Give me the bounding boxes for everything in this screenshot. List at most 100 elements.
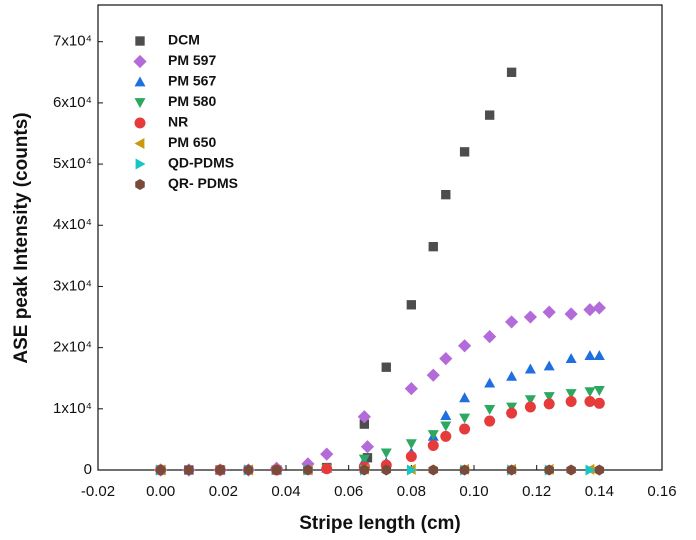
point <box>459 464 470 476</box>
point <box>583 303 597 317</box>
point <box>594 464 605 476</box>
point <box>484 405 496 415</box>
point <box>358 454 370 465</box>
legend-marker <box>135 179 145 190</box>
y-tick-label: 6x10⁴ <box>53 94 92 111</box>
point <box>243 464 254 476</box>
y-tick-label: 5x10⁴ <box>53 155 92 172</box>
point <box>440 421 452 432</box>
point <box>458 339 472 353</box>
point <box>428 242 438 252</box>
point <box>184 464 194 476</box>
point <box>427 430 439 441</box>
y-tick-label: 3x10⁴ <box>53 277 92 294</box>
point <box>506 407 518 419</box>
legend-marker <box>135 158 146 170</box>
legend-label: PM 650 <box>168 134 216 150</box>
point <box>428 464 439 476</box>
point <box>405 451 417 463</box>
x-tick-label: 0.16 <box>647 483 676 500</box>
point <box>543 360 555 371</box>
point <box>566 464 576 476</box>
point <box>155 464 166 476</box>
point <box>506 370 518 381</box>
point <box>483 330 497 344</box>
y-tick-label: 4x10⁴ <box>53 216 92 233</box>
x-tick-label: 0.12 <box>522 483 551 500</box>
point <box>506 67 517 77</box>
point <box>459 423 471 435</box>
legend-label: PM 580 <box>168 93 216 109</box>
point <box>565 389 577 400</box>
point <box>506 464 517 476</box>
point <box>380 448 392 459</box>
x-tick-label: 0.04 <box>271 483 300 500</box>
x-tick-label: -0.02 <box>81 483 115 500</box>
point <box>360 440 375 454</box>
legend-marker <box>133 54 147 69</box>
point <box>406 464 417 476</box>
legend-label: QR- PDMS <box>168 175 238 191</box>
point <box>404 382 418 396</box>
legend-marker <box>134 138 145 149</box>
legend-label: PM 567 <box>168 73 216 89</box>
legend-label: DCM <box>168 32 200 48</box>
point <box>321 463 333 475</box>
point <box>427 440 439 452</box>
y-tick-label: 7x10⁴ <box>53 33 92 50</box>
point <box>544 464 554 476</box>
point <box>459 147 470 157</box>
x-tick-label: 0.10 <box>459 483 488 500</box>
point <box>592 301 606 315</box>
x-tick-label: 0.00 <box>146 483 175 500</box>
point <box>505 315 519 329</box>
point <box>440 430 452 442</box>
x-tick-label: 0.06 <box>334 483 363 500</box>
point <box>357 410 371 424</box>
legend-label: QD-PDMS <box>168 155 234 171</box>
point <box>320 447 334 461</box>
point <box>524 363 536 374</box>
x-tick-label: 0.02 <box>209 483 238 500</box>
legend-label: NR <box>168 114 188 130</box>
point <box>585 464 596 476</box>
point <box>523 310 537 324</box>
point <box>524 395 536 406</box>
point <box>565 353 577 364</box>
point <box>543 392 555 403</box>
legend-label: PM 597 <box>168 52 216 68</box>
x-tick-label: 0.14 <box>585 483 614 500</box>
point <box>439 352 453 366</box>
y-tick-label: 2x10⁴ <box>53 339 92 356</box>
point <box>542 305 556 319</box>
point <box>381 362 391 372</box>
y-tick-label: 0 <box>84 461 92 478</box>
point <box>405 439 417 450</box>
point <box>484 110 495 120</box>
point <box>593 350 605 360</box>
y-tick-label: 1x10⁴ <box>53 400 92 417</box>
legend-marker <box>134 76 146 87</box>
point <box>359 464 370 476</box>
point <box>459 392 471 403</box>
point <box>440 410 452 420</box>
point <box>359 419 370 429</box>
point <box>584 350 596 360</box>
point <box>543 398 555 410</box>
x-axis-title: Stripe length (cm) <box>299 513 461 534</box>
point <box>381 464 392 476</box>
point <box>303 464 313 476</box>
plot-frame <box>97 4 663 471</box>
point <box>564 307 578 321</box>
x-tick-label: 0.08 <box>397 483 426 500</box>
point <box>484 377 496 388</box>
point <box>584 387 596 398</box>
point <box>584 395 596 407</box>
y-axis-title: ASE peak Intensity (counts) <box>11 112 32 363</box>
point <box>459 413 471 424</box>
point <box>484 415 496 427</box>
point <box>524 401 536 413</box>
point <box>441 189 451 200</box>
